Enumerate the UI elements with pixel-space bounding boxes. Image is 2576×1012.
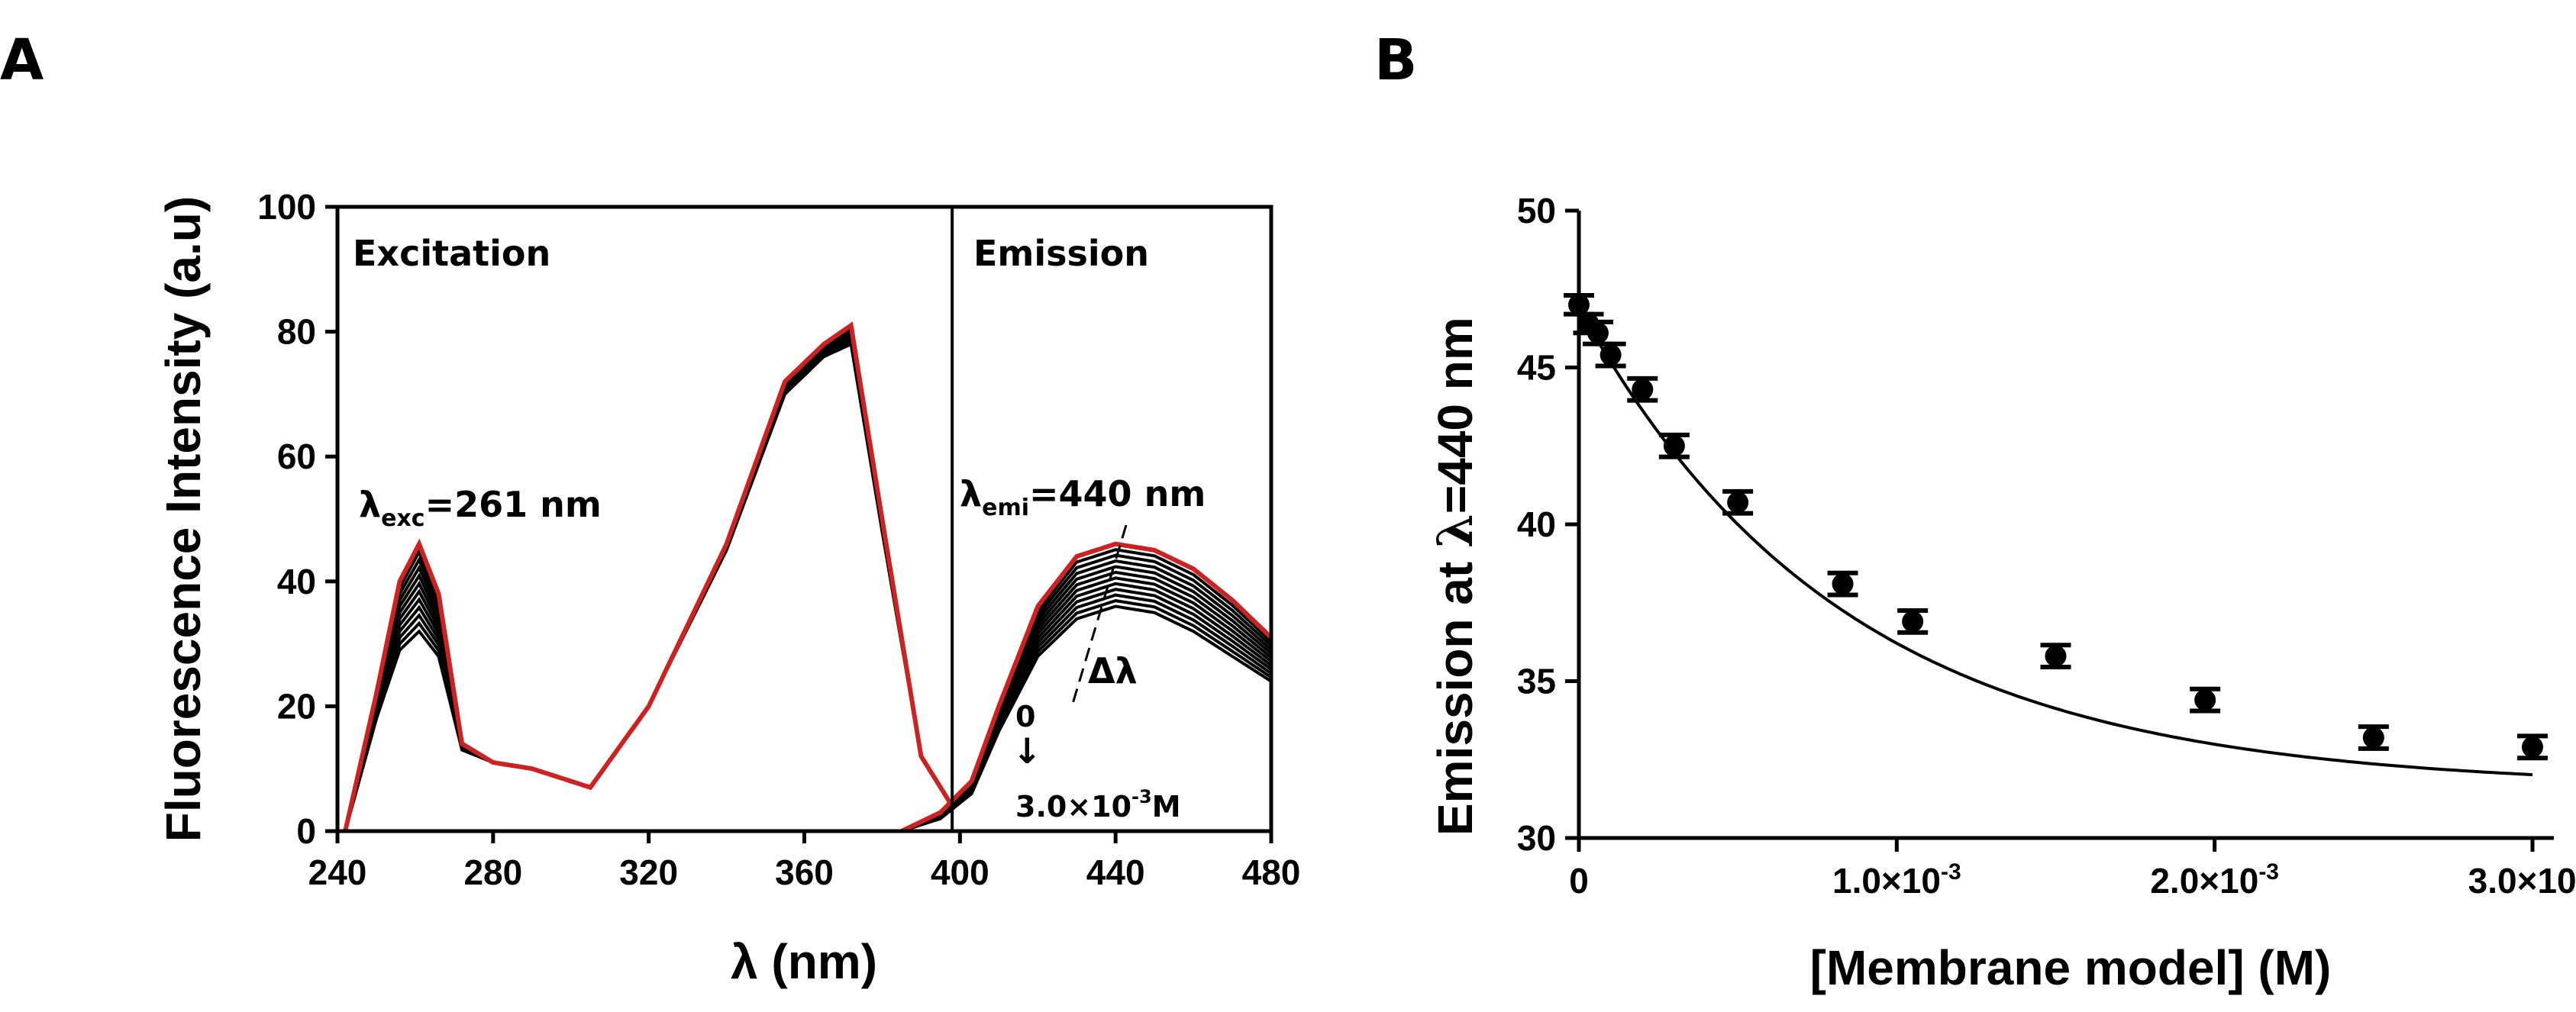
data-point — [1568, 294, 1590, 316]
y-tick-label: 45 — [1517, 348, 1556, 388]
x-tick-label: 480 — [1242, 852, 1301, 892]
emission-curve — [901, 604, 1273, 833]
y-tick-label: 0 — [296, 811, 316, 851]
y-tick-label: 40 — [1517, 504, 1556, 544]
x-tick-label: 1.0×10-3 — [1832, 859, 1961, 901]
panel-b-axis-ticks: 30 35 40 45 50 0 1.0×10-3 2.0×10-3 3.0×10-3 — [1517, 191, 2576, 901]
panel-b-y-axis-label: Emission at λ=440 nm — [1427, 317, 1484, 836]
emission-first-curve — [900, 541, 1273, 833]
x-tick-label: 3.0×10-3 — [2468, 859, 2576, 901]
y-tick-label: 35 — [1517, 662, 1556, 701]
data-point — [1587, 322, 1609, 344]
panel-label-b: B — [1374, 27, 1417, 93]
concentration-end-label: 3.0×10-3M — [1015, 786, 1181, 823]
delta-lambda-dashed-line — [1071, 524, 1128, 704]
excitation-max-annotation: λexc=261 nm — [359, 484, 602, 532]
x-tick-label: 400 — [931, 852, 989, 892]
panel-b-x-axis-label: [Membrane model] (M) — [1810, 940, 2332, 995]
y-tick-label: 80 — [277, 312, 316, 352]
panel-a-curves — [343, 321, 1273, 833]
y-tick-label: 100 — [257, 187, 316, 227]
data-point — [1632, 379, 1654, 401]
data-point — [1902, 611, 1924, 633]
y-tick-label: 60 — [277, 437, 316, 476]
concentration-arrow-icon: ↓ — [1012, 730, 1042, 772]
data-point — [2194, 689, 2216, 711]
x-tick-label: 240 — [308, 852, 367, 892]
data-point — [1600, 344, 1622, 366]
y-tick-label: 30 — [1517, 818, 1556, 858]
excitation-label: Excitation — [353, 233, 550, 274]
emission-label: Emission — [973, 233, 1149, 274]
data-point — [2522, 736, 2543, 758]
data-point — [2045, 645, 2067, 667]
emission-max-annotation: λemi=440 nm — [960, 473, 1206, 521]
fit-curve — [1577, 307, 2533, 777]
panel-a-chart: 240 280 320 360 400 440 480 0 20 40 60 80 100 Excita… — [156, 187, 1300, 989]
panel-b-chart: 30 35 40 45 50 0 1.0×10-3 2.0×10-3 3.0×10-3 Emis… — [1427, 191, 2576, 995]
x-tick-label: 0 — [1569, 861, 1589, 901]
y-tick-label: 50 — [1517, 191, 1556, 230]
x-tick-label: 440 — [1086, 852, 1145, 892]
x-tick-label: 360 — [775, 852, 834, 892]
y-tick-label: 20 — [277, 686, 316, 726]
excitation-first-curve — [343, 321, 954, 832]
panel-a-y-axis-label: Fluorescence Intensity (a.u) — [156, 196, 211, 842]
panel-a-x-axis-label: λ (nm) — [731, 934, 877, 989]
x-tick-label: 320 — [619, 852, 678, 892]
panel-label-a: A — [0, 27, 44, 93]
data-point — [1663, 435, 1685, 457]
y-tick-label: 40 — [277, 562, 316, 601]
data-point — [1832, 573, 1854, 595]
panel-b-data-points — [1564, 292, 2548, 761]
delta-lambda-label: Δλ — [1088, 650, 1138, 691]
data-point — [1727, 491, 1749, 514]
data-point — [2362, 727, 2384, 749]
x-tick-label: 280 — [463, 852, 522, 892]
panel-a-axis-ticks: 240 280 320 360 400 440 480 0 20 40 60 80 100 — [257, 187, 1300, 892]
x-tick-label: 2.0×10-3 — [2150, 859, 2279, 901]
concentration-start-label: 0 — [1015, 700, 1035, 733]
